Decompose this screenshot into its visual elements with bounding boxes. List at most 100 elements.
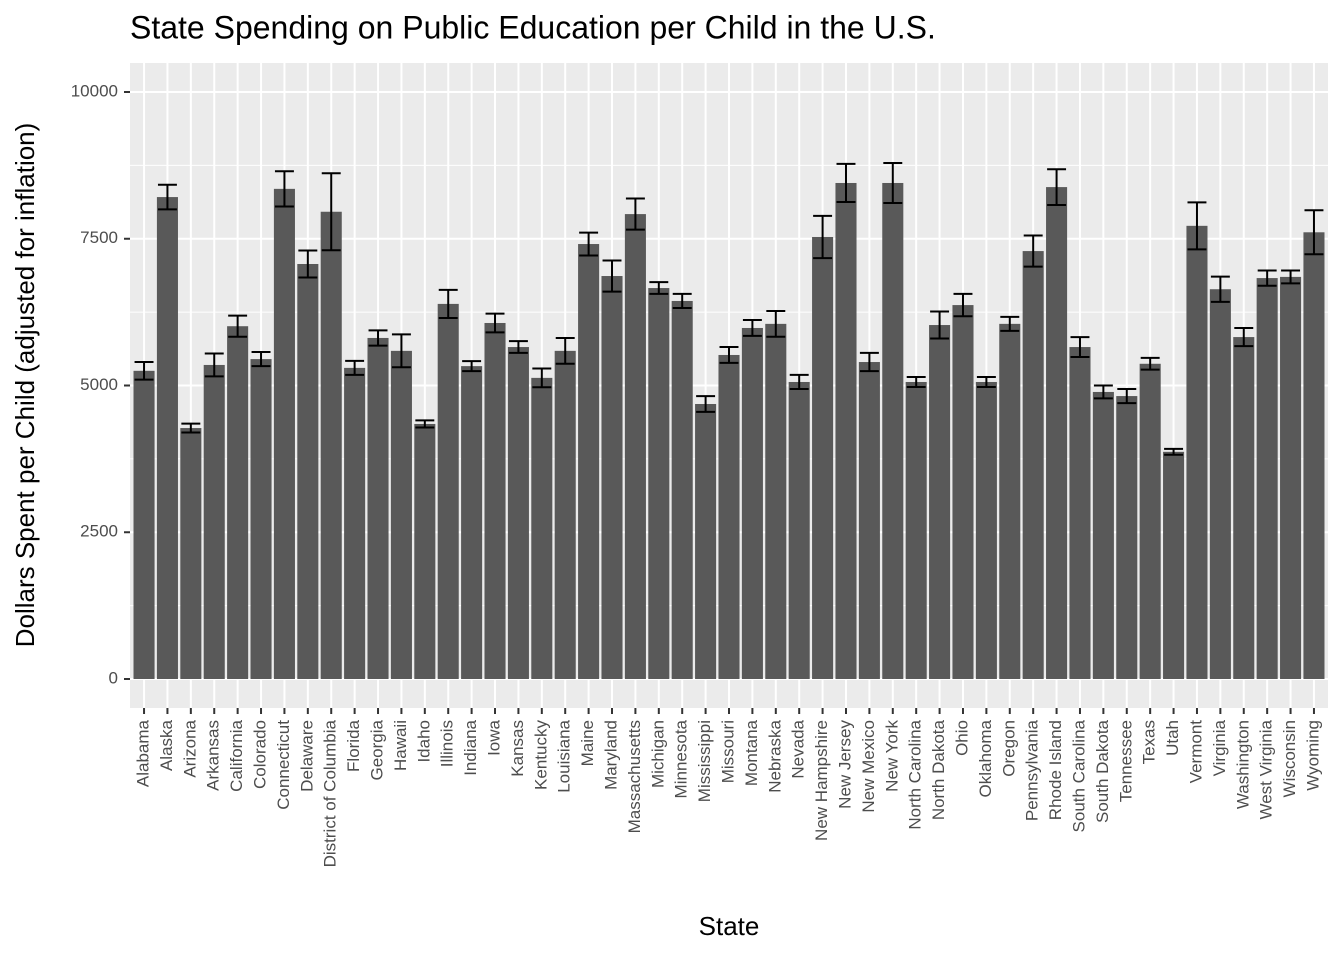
x-tick-label: Virginia — [1210, 719, 1229, 776]
bar — [344, 367, 366, 680]
error-bar — [742, 319, 762, 337]
x-tick-label: Tennessee — [1116, 720, 1135, 802]
error-bar — [438, 288, 458, 319]
error-bar — [1023, 234, 1043, 268]
bar — [812, 236, 834, 680]
bar — [858, 362, 880, 680]
error-bar — [696, 395, 716, 413]
error-bar — [1047, 168, 1067, 206]
bar — [180, 428, 202, 680]
bar — [835, 182, 857, 680]
x-tick-label: Ohio — [952, 720, 971, 756]
x-tick-label: Nebraska — [765, 719, 784, 792]
x-tick-label: Hawaii — [391, 720, 410, 771]
bar — [554, 350, 576, 680]
bar — [367, 337, 389, 680]
error-bar — [625, 197, 645, 231]
error-bar — [836, 162, 856, 204]
error-bar — [368, 329, 388, 347]
bar — [1233, 337, 1255, 680]
error-bar — [719, 346, 739, 364]
bar — [578, 244, 600, 680]
bar — [1139, 363, 1161, 680]
bar — [1163, 451, 1185, 680]
bar — [531, 377, 553, 680]
x-tick-label: Louisiana — [555, 719, 574, 792]
error-bar — [1257, 269, 1277, 287]
bar — [1186, 225, 1208, 680]
bar — [648, 288, 670, 680]
bar — [718, 354, 740, 680]
error-bar — [1000, 315, 1020, 332]
bar — [461, 366, 483, 680]
x-tick-label: Kentucky — [531, 720, 550, 790]
error-bar — [766, 309, 786, 338]
bar — [952, 305, 974, 680]
x-tick-label: South Dakota — [1093, 719, 1112, 823]
bar — [484, 322, 506, 680]
bar — [1116, 396, 1138, 680]
bar — [1256, 278, 1278, 680]
error-bar — [1164, 447, 1184, 456]
bar — [227, 326, 249, 680]
chart-title: State Spending on Public Education per C… — [130, 9, 936, 45]
x-tick-label: Oregon — [999, 720, 1018, 777]
bar — [390, 350, 412, 680]
bar — [273, 188, 295, 680]
bar — [507, 347, 529, 680]
error-bar — [181, 422, 201, 434]
x-tick-label: Oklahoma — [976, 719, 995, 797]
error-bar — [1304, 209, 1324, 256]
bar — [437, 303, 459, 680]
bar — [133, 370, 155, 680]
x-tick-label: Alaska — [157, 719, 176, 771]
bar — [999, 323, 1021, 680]
x-tick-label: Georgia — [368, 719, 387, 780]
x-tick-label: South Carolina — [1069, 719, 1088, 832]
x-tick-label: Florida — [344, 719, 363, 772]
x-tick-label: Kansas — [508, 720, 527, 777]
x-tick-label: Maine — [578, 720, 597, 766]
bar — [1069, 347, 1091, 680]
y-tick-label: 5000 — [80, 375, 118, 394]
error-bar — [1187, 201, 1207, 251]
bar — [695, 403, 717, 680]
error-bar — [672, 292, 692, 310]
error-bar — [789, 373, 809, 391]
x-tick-label: Maryland — [601, 720, 620, 790]
x-tick-label: Michigan — [648, 720, 667, 788]
x-tick-label: Nevada — [789, 719, 808, 778]
bar — [1022, 251, 1044, 680]
error-bar — [345, 359, 365, 376]
error-bar — [204, 352, 224, 378]
x-tick-label: New York — [882, 720, 901, 792]
error-bar — [134, 361, 154, 381]
error-bar — [649, 281, 669, 295]
error-bar — [813, 214, 833, 260]
x-tick-label: District of Columbia — [321, 719, 340, 867]
error-bar — [157, 183, 177, 211]
x-tick-label: New Mexico — [859, 720, 878, 813]
x-tick-label: New Hampshire — [812, 720, 831, 841]
error-bar — [1210, 275, 1230, 303]
x-tick-label: Massachusetts — [625, 720, 644, 833]
bar — [741, 327, 763, 680]
bar — [624, 214, 646, 680]
x-tick-label: Missouri — [718, 720, 737, 783]
bar — [1092, 391, 1114, 680]
x-tick-label: Alabama — [134, 719, 153, 787]
x-tick-label: North Dakota — [929, 719, 948, 820]
x-tick-label: Pennsylvania — [1023, 719, 1042, 821]
bar — [320, 211, 342, 680]
bar — [1209, 289, 1231, 680]
error-bar — [508, 340, 528, 354]
error-bar — [251, 351, 271, 368]
bar — [156, 197, 178, 680]
x-tick-label: Idaho — [414, 720, 433, 763]
bar — [414, 423, 436, 680]
error-bar — [1281, 269, 1301, 285]
y-axis-title: Dollars Spent per Child (adjusted for in… — [10, 123, 40, 648]
x-tick-label: Washington — [1233, 720, 1252, 809]
error-bar — [859, 351, 879, 373]
x-tick-label: Mississippi — [695, 720, 714, 802]
